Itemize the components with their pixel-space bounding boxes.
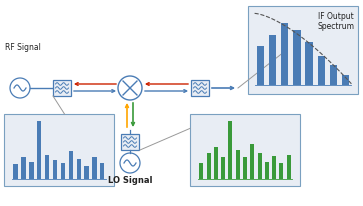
Bar	[243, 157, 247, 179]
Bar	[269, 35, 276, 86]
Bar	[53, 81, 71, 97]
Bar	[53, 161, 57, 179]
Bar	[236, 150, 240, 179]
Bar	[21, 157, 26, 179]
Bar	[342, 75, 349, 86]
Bar	[191, 81, 209, 97]
Bar	[228, 122, 232, 179]
Bar	[248, 7, 358, 95]
Bar	[69, 151, 73, 179]
Bar	[29, 162, 33, 179]
Bar	[190, 115, 300, 186]
Bar	[37, 122, 41, 179]
Bar	[272, 156, 276, 179]
Text: LO Signal: LO Signal	[108, 175, 152, 184]
Bar	[214, 147, 218, 179]
Bar	[61, 163, 65, 179]
Bar	[318, 56, 325, 86]
Bar	[100, 163, 105, 179]
Bar	[293, 31, 301, 86]
Text: RF Signal: RF Signal	[5, 43, 41, 52]
Bar	[207, 153, 211, 179]
Text: IF Output
Spectrum: IF Output Spectrum	[317, 12, 354, 31]
Bar	[199, 163, 203, 179]
Bar	[92, 157, 97, 179]
Bar	[330, 66, 337, 86]
Bar	[281, 24, 289, 86]
Bar	[257, 47, 264, 86]
Bar	[257, 153, 261, 179]
Bar	[4, 115, 114, 186]
Bar	[84, 166, 89, 179]
Bar	[45, 155, 49, 179]
Bar	[221, 157, 225, 179]
Bar	[305, 42, 313, 86]
Bar	[13, 165, 18, 179]
Bar	[250, 145, 254, 179]
Bar	[287, 155, 291, 179]
Bar	[265, 162, 269, 179]
Bar	[280, 163, 284, 179]
Bar	[121, 134, 139, 150]
Bar	[77, 159, 81, 179]
